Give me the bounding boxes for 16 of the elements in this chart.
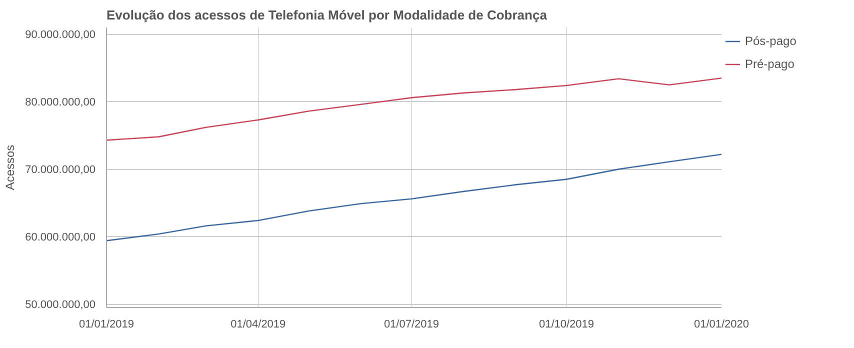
y-tick-label: 50.000.000,00 bbox=[25, 299, 96, 312]
y-tick-label: 80.000.000,00 bbox=[25, 96, 96, 109]
y-tick-label: 70.000.000,00 bbox=[25, 164, 96, 176]
y-tick-label: 90.000.000,00 bbox=[25, 29, 96, 42]
x-tick-label: 01/04/2019 bbox=[230, 318, 286, 330]
legend-label: Pré-pago bbox=[745, 57, 794, 71]
x-tick-label: 01/07/2019 bbox=[384, 318, 440, 330]
y-axis-title: Acessos bbox=[3, 144, 18, 190]
line-series bbox=[106, 154, 722, 242]
y-tick-label: 60.000.000,00 bbox=[25, 232, 96, 244]
legend-label: Pós-pago bbox=[745, 34, 796, 48]
x-tick-label: 01/01/2019 bbox=[78, 318, 134, 330]
chart-title: Evolução dos acessos de Telefonia Móvel por Modalidade de Cobrança bbox=[106, 8, 548, 22]
x-tick-label: 01/10/2019 bbox=[538, 318, 594, 330]
x-tick-label: 01/01/2020 bbox=[694, 318, 750, 330]
line-series bbox=[106, 77, 722, 141]
